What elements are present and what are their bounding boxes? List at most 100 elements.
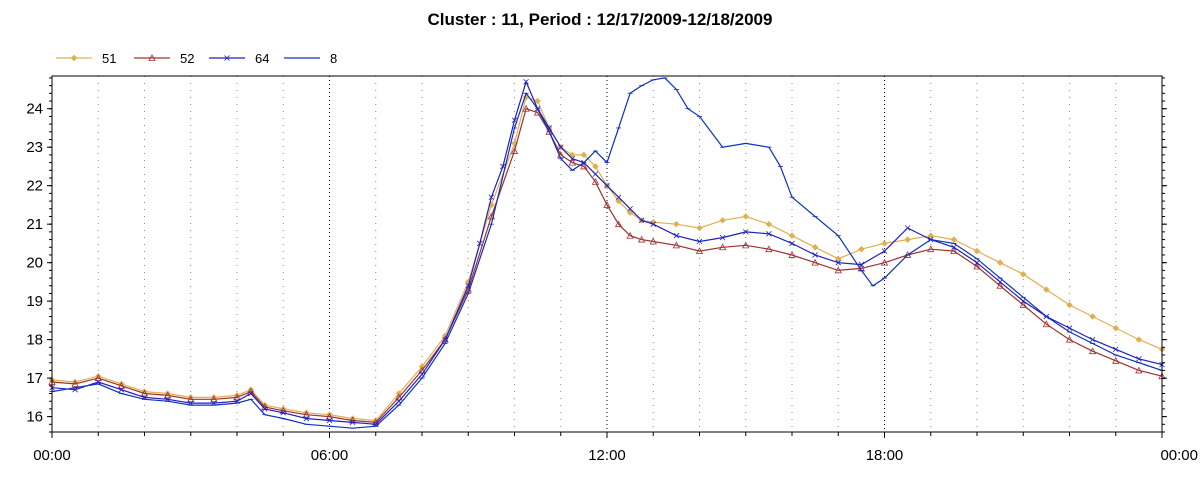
- data-point: [442, 336, 448, 343]
- data-point: [1135, 366, 1143, 374]
- legend-label: 51: [102, 51, 116, 66]
- data-point: [811, 258, 819, 266]
- data-point: [834, 255, 842, 263]
- plot-frame: [51, 75, 1163, 433]
- data-point: [858, 261, 865, 268]
- data-point: [649, 237, 657, 245]
- data-point: [534, 97, 541, 105]
- data-point: [1088, 347, 1097, 355]
- data-point: [187, 395, 195, 403]
- legend-label: 8: [330, 51, 337, 66]
- x-axis: 00:00 06:00 12:00 18:00 00:00: [33, 432, 1198, 464]
- data-point: [1066, 301, 1073, 309]
- data-point: [719, 234, 726, 241]
- legend-item-52: 52: [134, 51, 194, 66]
- x-tick-label: 06:00: [311, 447, 349, 464]
- data-point: [71, 378, 79, 386]
- series-64: [49, 78, 1165, 428]
- data-point: [568, 158, 576, 166]
- data-point: [210, 395, 218, 403]
- data-point: [280, 409, 287, 416]
- data-point: [742, 213, 750, 220]
- data-point: [1112, 356, 1120, 364]
- data-point: [996, 281, 1004, 289]
- data-point: [303, 415, 310, 422]
- data-point: [522, 104, 530, 112]
- data-point: [742, 241, 750, 249]
- y-tick-label: 22: [26, 178, 43, 195]
- data-point: [789, 240, 795, 247]
- data-point: [904, 236, 911, 243]
- y-tick-label: 19: [26, 293, 43, 310]
- data-point: [1112, 324, 1120, 332]
- data-point: [638, 235, 646, 243]
- grid-lines: [97, 76, 1117, 432]
- data-point: [1019, 270, 1027, 278]
- data-point: [326, 417, 333, 424]
- series-52: [48, 104, 1166, 426]
- series-line-52: [51, 107, 1163, 424]
- y-tick-label: 18: [26, 332, 43, 349]
- data-point: [811, 243, 819, 251]
- data-point: [71, 380, 79, 387]
- legend-item-64: 64: [209, 51, 269, 66]
- data-point: [224, 55, 230, 61]
- data-point: [247, 386, 255, 394]
- data-point: [765, 220, 773, 228]
- series-8: [49, 77, 1165, 429]
- data-point: [835, 259, 842, 266]
- data-point: [881, 248, 888, 254]
- legend-item-8: 8: [284, 51, 337, 66]
- data-point: [302, 410, 311, 418]
- legend-label: 52: [180, 51, 194, 66]
- legend-label: 64: [255, 51, 269, 66]
- data-point: [904, 225, 911, 231]
- data-point: [673, 220, 680, 228]
- data-point: [673, 232, 680, 239]
- y-axis: 16 17 18 19 20 21 22 23 24: [26, 77, 1167, 433]
- series-layer: [48, 77, 1166, 429]
- data-point: [94, 372, 102, 380]
- data-point: [927, 232, 935, 240]
- data-point: [1136, 356, 1142, 362]
- data-point: [118, 386, 125, 393]
- y-tick-label: 21: [26, 216, 43, 233]
- data-point: [672, 241, 681, 249]
- data-point: [615, 194, 622, 201]
- x-tick-label: 12:00: [588, 447, 626, 464]
- x-tick-label: 00:00: [1160, 447, 1198, 464]
- data-point: [303, 409, 310, 417]
- data-point: [94, 374, 102, 382]
- y-tick-label: 20: [26, 255, 43, 272]
- data-point: [1135, 336, 1143, 343]
- data-point: [638, 217, 645, 224]
- y-tick-label: 23: [26, 139, 43, 156]
- data-point: [950, 236, 958, 243]
- data-point: [604, 182, 610, 189]
- data-point: [766, 231, 772, 237]
- data-point: [696, 224, 703, 232]
- data-point: [70, 54, 78, 62]
- data-point: [650, 221, 657, 227]
- x-tick-label: 18:00: [866, 447, 904, 464]
- data-point: [974, 259, 980, 266]
- data-point: [349, 415, 356, 422]
- data-point: [614, 220, 623, 228]
- data-point: [603, 201, 611, 208]
- y-tick-label: 16: [26, 409, 43, 426]
- data-point: [233, 393, 241, 401]
- data-point: [1065, 335, 1074, 343]
- data-point: [627, 205, 633, 212]
- data-point: [1043, 286, 1050, 293]
- data-point: [148, 54, 156, 61]
- data-point: [325, 412, 334, 420]
- data-point: [881, 240, 888, 247]
- series-line-8: [51, 77, 1163, 429]
- series-line-64: [51, 80, 1163, 425]
- data-point: [163, 391, 172, 399]
- series-51: [48, 93, 1166, 424]
- data-point: [118, 380, 125, 388]
- data-point: [649, 218, 657, 226]
- data-point: [1020, 298, 1027, 304]
